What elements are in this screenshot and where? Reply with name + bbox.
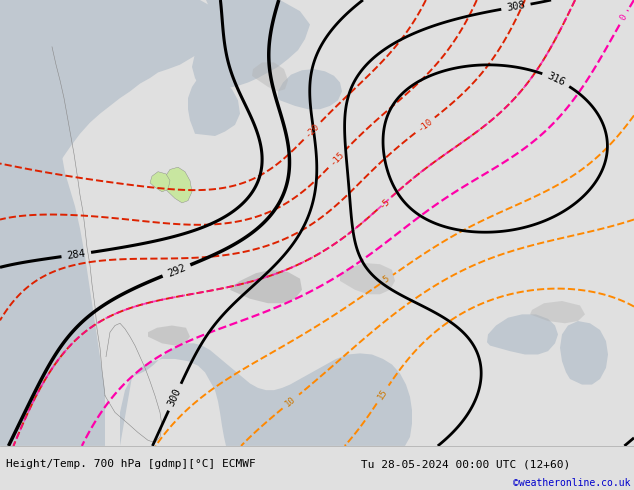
- Text: 15: 15: [376, 388, 389, 401]
- Text: 292: 292: [166, 262, 187, 279]
- Text: Tu 28-05-2024 00:00 UTC (12+60): Tu 28-05-2024 00:00 UTC (12+60): [361, 459, 571, 469]
- Polygon shape: [560, 321, 608, 385]
- Text: 316: 316: [545, 71, 567, 88]
- Text: 300: 300: [166, 387, 183, 408]
- Polygon shape: [150, 172, 170, 192]
- Text: 308: 308: [506, 0, 526, 13]
- Polygon shape: [530, 301, 585, 323]
- Polygon shape: [252, 62, 288, 92]
- Polygon shape: [148, 325, 190, 345]
- Text: Height/Temp. 700 hPa [gdmp][°C] ECMWF: Height/Temp. 700 hPa [gdmp][°C] ECMWF: [6, 459, 256, 469]
- Text: 0: 0: [618, 13, 629, 23]
- Text: 10: 10: [284, 394, 298, 409]
- Polygon shape: [487, 315, 558, 354]
- Polygon shape: [340, 263, 395, 294]
- Polygon shape: [192, 0, 310, 89]
- Text: -20: -20: [304, 122, 321, 140]
- Text: -15: -15: [328, 150, 346, 168]
- Text: -10: -10: [416, 117, 434, 134]
- Text: ©weatheronline.co.uk: ©weatheronline.co.uk: [514, 478, 631, 488]
- Polygon shape: [188, 76, 240, 136]
- Polygon shape: [120, 343, 412, 446]
- Polygon shape: [0, 0, 220, 261]
- Polygon shape: [0, 0, 105, 446]
- Polygon shape: [278, 69, 342, 109]
- Text: 5: 5: [382, 274, 391, 285]
- Polygon shape: [164, 167, 192, 203]
- Text: 284: 284: [67, 248, 86, 261]
- Polygon shape: [230, 270, 302, 303]
- Text: -5: -5: [377, 196, 392, 210]
